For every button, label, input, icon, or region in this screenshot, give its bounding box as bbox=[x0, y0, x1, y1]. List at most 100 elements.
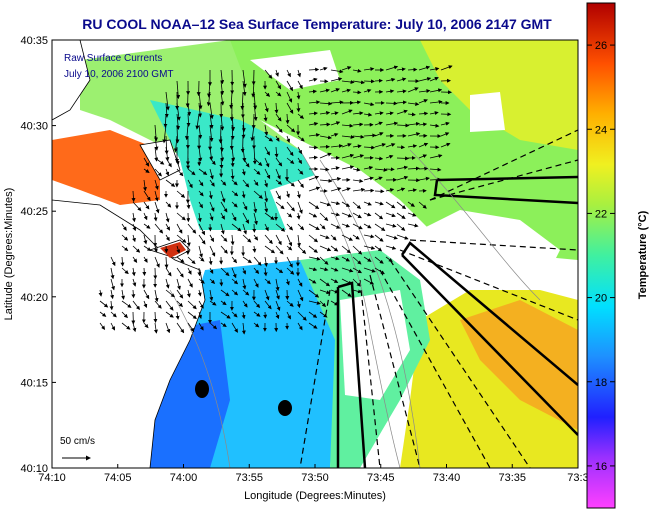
y-tick-label: 40:10 bbox=[20, 463, 48, 475]
current-vector bbox=[330, 245, 339, 252]
current-vector bbox=[186, 201, 191, 210]
current-vector bbox=[143, 322, 149, 329]
current-vector bbox=[165, 201, 172, 208]
current-vector bbox=[206, 91, 211, 107]
current-vector bbox=[264, 168, 271, 180]
current-vector bbox=[440, 132, 450, 137]
current-vector bbox=[363, 223, 372, 229]
current-vector bbox=[330, 121, 341, 126]
current-vector bbox=[363, 256, 372, 262]
current-vector bbox=[209, 212, 214, 221]
current-vector bbox=[165, 179, 176, 187]
current-vector bbox=[396, 89, 407, 94]
current-vector bbox=[121, 322, 131, 330]
current-vector bbox=[220, 190, 226, 203]
current-vector bbox=[275, 278, 280, 292]
current-vector bbox=[253, 168, 261, 175]
current-vector bbox=[121, 223, 127, 231]
current-vector bbox=[98, 289, 103, 297]
current-vector bbox=[352, 144, 362, 149]
current-vector bbox=[198, 322, 204, 331]
current-vector bbox=[385, 212, 396, 218]
current-vector bbox=[341, 165, 355, 170]
current-vector bbox=[252, 245, 257, 253]
current-vector bbox=[275, 113, 282, 122]
current-vector bbox=[175, 157, 180, 166]
current-vector bbox=[121, 311, 128, 319]
current-vector bbox=[319, 267, 329, 272]
current-vector bbox=[286, 157, 295, 165]
sst-patch-raritan bbox=[52, 130, 160, 205]
current-vector bbox=[352, 90, 362, 95]
colorbar-tick-label: 22 bbox=[595, 208, 607, 220]
current-vector bbox=[286, 223, 294, 231]
current-vector bbox=[363, 133, 377, 138]
current-vector bbox=[209, 278, 216, 284]
current-vector bbox=[131, 267, 136, 277]
current-vector bbox=[297, 179, 304, 188]
current-vector bbox=[308, 201, 320, 210]
current-vector bbox=[308, 267, 318, 272]
current-vector bbox=[252, 146, 257, 165]
current-vector bbox=[220, 311, 231, 319]
current-vector bbox=[363, 79, 375, 84]
current-vector bbox=[352, 245, 363, 255]
current-vector bbox=[385, 167, 395, 172]
current-vector bbox=[176, 102, 181, 121]
current-vector bbox=[319, 289, 331, 295]
y-axis: 40:35 40:30 40:25 40:20 40:15 40:10 bbox=[20, 35, 56, 475]
current-vector bbox=[429, 123, 440, 128]
current-vector bbox=[121, 289, 126, 300]
current-vector bbox=[341, 234, 354, 241]
current-vector bbox=[162, 124, 167, 144]
current-vector bbox=[297, 289, 304, 302]
current-vector bbox=[296, 102, 301, 113]
current-vector bbox=[187, 278, 193, 288]
current-vector bbox=[253, 234, 259, 241]
current-vector bbox=[297, 245, 307, 254]
current-vector bbox=[143, 201, 150, 210]
current-vector bbox=[264, 91, 271, 97]
current-vector bbox=[176, 256, 185, 263]
legend-line-1: Raw Surface Currents bbox=[64, 53, 162, 64]
current-vector bbox=[418, 89, 431, 94]
current-vector bbox=[220, 223, 225, 235]
current-vector bbox=[231, 190, 239, 197]
current-vector bbox=[264, 102, 269, 113]
current-vector bbox=[231, 289, 239, 296]
current-vector bbox=[286, 80, 294, 92]
current-vector bbox=[209, 201, 215, 212]
current-vector bbox=[352, 167, 361, 172]
current-vector bbox=[209, 267, 214, 275]
current-vector bbox=[407, 166, 420, 171]
current-vector bbox=[143, 245, 152, 252]
current-vector bbox=[297, 113, 305, 119]
current-vector bbox=[308, 322, 318, 329]
current-vector bbox=[165, 168, 170, 177]
current-vector bbox=[286, 212, 293, 218]
current-vector bbox=[198, 234, 206, 245]
current-vector bbox=[385, 223, 397, 228]
current-vector bbox=[352, 122, 364, 127]
current-vector bbox=[242, 267, 247, 275]
current-vector bbox=[143, 212, 148, 221]
current-vector bbox=[219, 157, 224, 169]
current-vector bbox=[308, 175, 320, 181]
current-vector bbox=[186, 289, 191, 298]
current-vector bbox=[253, 256, 262, 266]
current-vector bbox=[374, 111, 384, 116]
current-vector bbox=[187, 168, 196, 176]
current-vector bbox=[319, 212, 329, 222]
current-vector bbox=[319, 234, 330, 240]
current-vector bbox=[286, 135, 291, 143]
current-vector bbox=[253, 267, 260, 275]
colorbar bbox=[586, 2, 616, 509]
current-vector bbox=[187, 267, 192, 275]
current-vector bbox=[363, 102, 375, 107]
current-vector bbox=[396, 234, 409, 240]
current-vector bbox=[363, 212, 372, 217]
current-vector bbox=[396, 223, 406, 231]
current-vector bbox=[330, 234, 337, 241]
current-vector bbox=[131, 212, 136, 223]
current-vector bbox=[241, 168, 246, 176]
